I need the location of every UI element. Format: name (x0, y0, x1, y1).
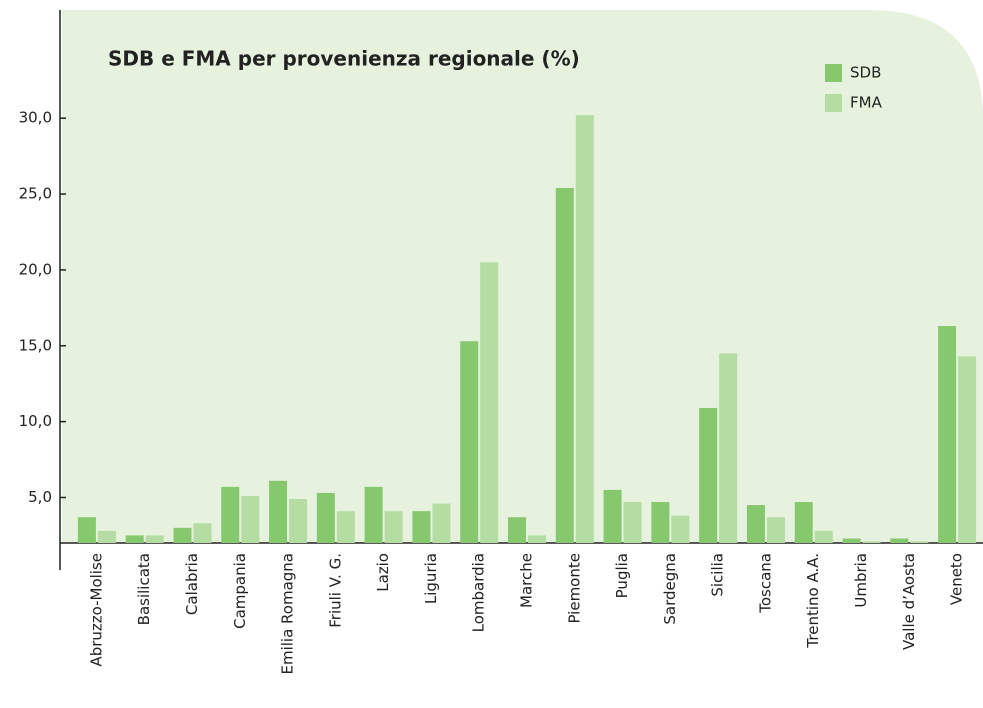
x-tick-label: Friuli V. G. (326, 553, 344, 628)
bar (221, 486, 240, 543)
bar (938, 326, 957, 543)
bar (193, 523, 212, 543)
bar (862, 541, 881, 543)
bar (890, 538, 909, 543)
legend-swatch (825, 94, 842, 112)
x-tick-label: Liguria (422, 553, 440, 604)
y-tick-label: 20,0 (19, 260, 52, 278)
y-tick-label: 15,0 (19, 336, 52, 354)
bar (575, 115, 594, 543)
bar (269, 480, 288, 543)
bar (814, 530, 833, 543)
bar (603, 489, 622, 543)
x-tick-label: Sardegna (661, 553, 679, 625)
x-tick-label: Abruzzo-Molise (87, 553, 105, 667)
x-tick-label: Lazio (374, 553, 392, 592)
y-tick-label: 25,0 (19, 185, 52, 203)
bar (77, 517, 96, 543)
bar (555, 187, 574, 543)
bar (364, 486, 383, 543)
bar (910, 541, 929, 543)
bar (145, 535, 164, 543)
x-tick-label: Puglia (613, 553, 631, 598)
bar (623, 502, 642, 543)
bar (699, 407, 718, 543)
plot-background (62, 10, 983, 543)
bar (460, 341, 479, 543)
bar (432, 503, 451, 543)
bar (316, 492, 335, 543)
x-tick-label: Campania (231, 553, 249, 629)
legend-swatch (825, 64, 842, 82)
chart-title: SDB e FMA per provenienza regionale (%) (108, 47, 580, 71)
legend-label: FMA (850, 94, 883, 112)
bar (289, 499, 308, 543)
bar (794, 502, 813, 543)
x-tick-label: Sicilia (709, 553, 727, 597)
y-tick-label: 30,0 (19, 109, 52, 127)
x-tick-label: Basilicata (135, 553, 153, 625)
x-tick-label: Umbria (852, 553, 870, 608)
bar (842, 538, 861, 543)
y-tick-label: 10,0 (19, 412, 52, 430)
bar (746, 505, 765, 543)
bar (719, 353, 738, 543)
bar (508, 517, 526, 543)
x-tick-label: Emilia Romagna (279, 553, 297, 675)
x-tick-label: Lombardia (470, 553, 488, 632)
x-tick-label: Toscana (756, 553, 774, 614)
bar (412, 511, 431, 543)
x-tick-label: Trentino A.A. (804, 553, 822, 649)
x-tick-label: Calabria (183, 553, 201, 615)
x-tick-label: Piemonte (565, 553, 583, 624)
legend-label: SDB (850, 64, 881, 82)
bar (241, 495, 260, 543)
bar (766, 517, 785, 543)
y-tick-label: 5,0 (28, 488, 52, 506)
x-tick-label: Veneto (948, 553, 966, 605)
bar (125, 535, 144, 543)
x-tick-label: Valle d’Aosta (900, 553, 918, 650)
bar (958, 356, 977, 543)
bar (384, 511, 403, 543)
bar (671, 515, 690, 543)
x-tick-label: Marche (518, 553, 536, 608)
bar (173, 527, 192, 543)
bar (97, 530, 116, 543)
bar (480, 262, 499, 543)
bar (651, 502, 670, 543)
bar (336, 511, 355, 543)
bar (528, 535, 546, 543)
